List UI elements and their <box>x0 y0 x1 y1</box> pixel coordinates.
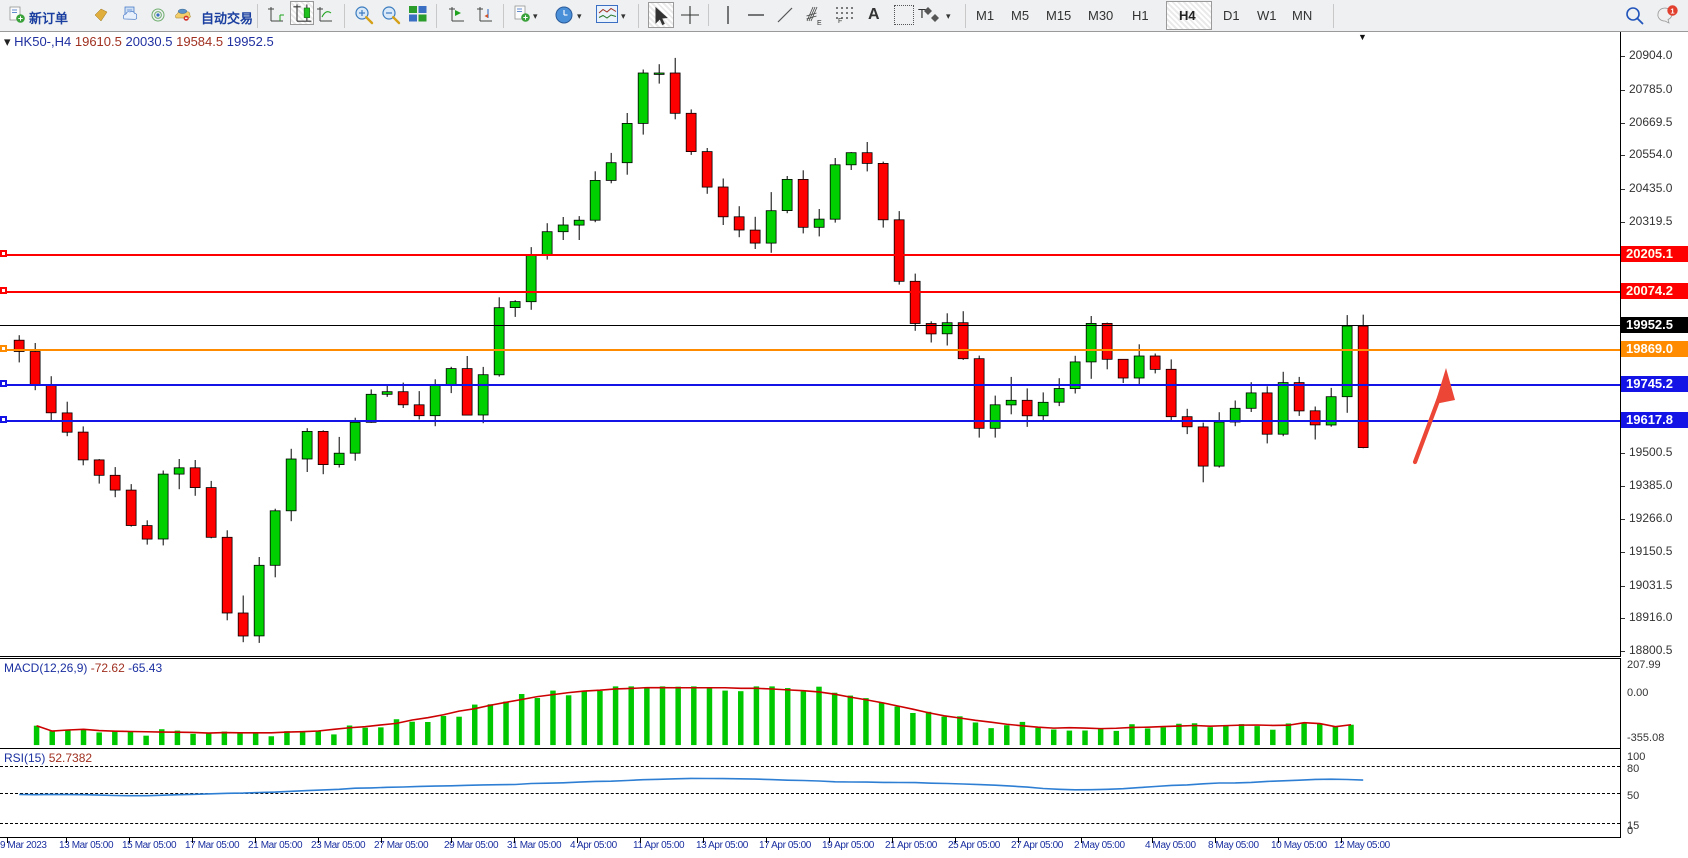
svg-text:E: E <box>817 20 822 26</box>
svg-text:F: F <box>838 18 842 23</box>
svg-text:1: 1 <box>1670 7 1674 16</box>
